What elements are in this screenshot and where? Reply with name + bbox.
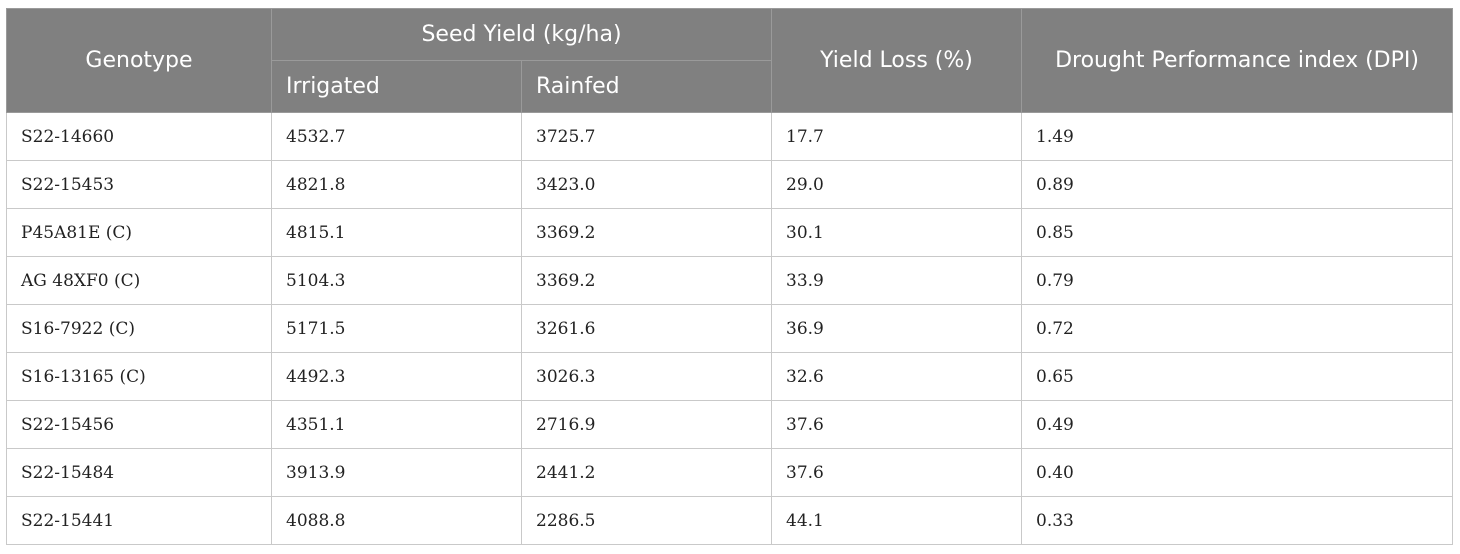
cell-irrigated: 4815.1 (271, 208, 522, 257)
cell-genotype: S22-15456 (6, 400, 272, 449)
header-irrigated: Irrigated (271, 60, 522, 113)
cell-irrigated: 3913.9 (271, 448, 522, 497)
cell-yield-loss: 44.1 (771, 496, 1023, 545)
cell-dpi: 0.65 (1021, 352, 1454, 401)
cell-yield-loss: 29.0 (771, 160, 1023, 209)
table-row: S22-15441 4088.8 2286.5 44.1 0.33 (6, 496, 1454, 545)
cell-genotype: S22-15484 (6, 448, 272, 497)
cell-yield-loss: 17.7 (771, 112, 1023, 161)
table-row: S22-15453 4821.8 3423.0 29.0 0.89 (6, 160, 1454, 209)
table-row: AG 48XF0 (C) 5104.3 3369.2 33.9 0.79 (6, 256, 1454, 305)
cell-rainfed: 3026.3 (520, 352, 773, 401)
table-row: S22-15456 4351.1 2716.9 37.6 0.49 (6, 400, 1454, 449)
cell-dpi: 0.72 (1021, 304, 1454, 353)
header-genotype: Genotype (6, 8, 272, 113)
cell-genotype: P45A81E (C) (6, 208, 272, 257)
cell-genotype: S22-15441 (6, 496, 272, 545)
header-rainfed: Rainfed (520, 60, 773, 113)
cell-yield-loss: 30.1 (771, 208, 1023, 257)
cell-rainfed: 3369.2 (520, 208, 773, 257)
cell-dpi: 0.85 (1021, 208, 1454, 257)
header-row-bottom: Irrigated Rainfed (7, 60, 1453, 113)
cell-yield-loss: 32.6 (771, 352, 1023, 401)
header-row-top: Genotype Seed Yield (kg/ha) Yield Loss (… (6, 8, 1454, 113)
cell-rainfed: 3423.0 (520, 160, 773, 209)
cell-dpi: 0.79 (1021, 256, 1454, 305)
table-row: S22-14660 4532.7 3725.7 17.7 1.49 (6, 112, 1454, 161)
cell-irrigated: 5171.5 (271, 304, 522, 353)
cell-rainfed: 2441.2 (520, 448, 773, 497)
cell-genotype: S16-13165 (C) (6, 352, 272, 401)
table-row: S16-7922 (C) 5171.5 3261.6 36.9 0.72 (6, 304, 1454, 353)
cell-dpi: 0.40 (1021, 448, 1454, 497)
cell-rainfed: 2286.5 (520, 496, 773, 545)
cell-dpi: 0.49 (1021, 400, 1454, 449)
header-dpi: Drought Performance index (DPI) (1021, 8, 1454, 113)
table-row: P45A81E (C) 4815.1 3369.2 30.1 0.85 (6, 208, 1454, 257)
cell-rainfed: 2716.9 (520, 400, 773, 449)
table-row: S22-15484 3913.9 2441.2 37.6 0.40 (6, 448, 1454, 497)
cell-irrigated: 5104.3 (271, 256, 522, 305)
table-row: S16-13165 (C) 4492.3 3026.3 32.6 0.65 (6, 352, 1454, 401)
cell-irrigated: 4351.1 (271, 400, 522, 449)
data-table: Genotype Seed Yield (kg/ha) Yield Loss (… (6, 8, 1454, 545)
table-header: Genotype Seed Yield (kg/ha) Yield Loss (… (6, 8, 1454, 113)
cell-genotype: AG 48XF0 (C) (6, 256, 272, 305)
cell-yield-loss: 36.9 (771, 304, 1023, 353)
cell-dpi: 1.49 (1021, 112, 1454, 161)
cell-rainfed: 3725.7 (520, 112, 773, 161)
cell-irrigated: 4088.8 (271, 496, 522, 545)
cell-irrigated: 4821.8 (271, 160, 522, 209)
table-body: S22-14660 4532.7 3725.7 17.7 1.49 S22-15453 48… (6, 112, 1454, 545)
cell-genotype: S22-14660 (6, 112, 272, 161)
cell-rainfed: 3261.6 (520, 304, 773, 353)
cell-yield-loss: 37.6 (771, 448, 1023, 497)
cell-yield-loss: 37.6 (771, 400, 1023, 449)
cell-rainfed: 3369.2 (520, 256, 773, 305)
header-yield-loss: Yield Loss (%) (771, 8, 1023, 113)
cell-dpi: 0.33 (1021, 496, 1454, 545)
cell-genotype: S22-15453 (6, 160, 272, 209)
cell-dpi: 0.89 (1021, 160, 1454, 209)
cell-yield-loss: 33.9 (771, 256, 1023, 305)
header-seed-yield: Seed Yield (kg/ha) (270, 8, 773, 61)
cell-genotype: S16-7922 (C) (6, 304, 272, 353)
cell-irrigated: 4532.7 (271, 112, 522, 161)
cell-irrigated: 4492.3 (271, 352, 522, 401)
